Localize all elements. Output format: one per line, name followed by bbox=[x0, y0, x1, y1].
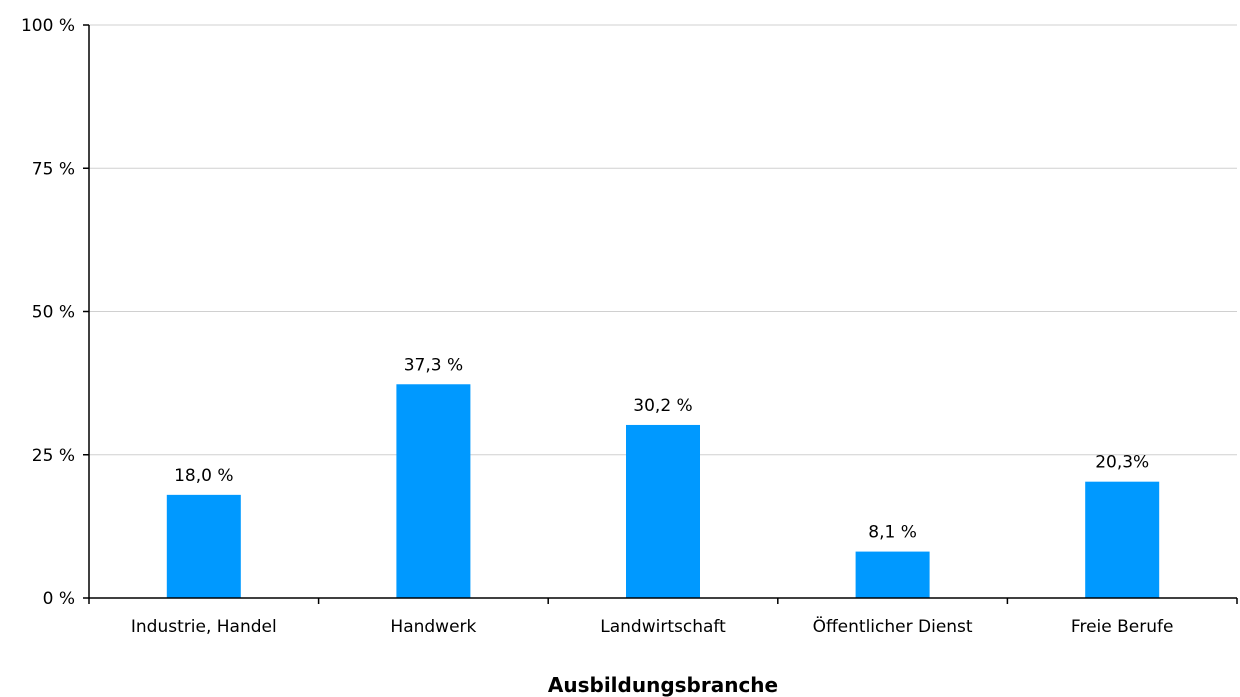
bar bbox=[166, 494, 241, 598]
x-category-label: Freie Berufe bbox=[1071, 617, 1174, 637]
bar bbox=[1085, 481, 1160, 598]
x-category-label: Landwirtschaft bbox=[600, 617, 726, 637]
bar-data-label: 20,3% bbox=[1095, 453, 1149, 473]
x-axis-ticks: Industrie, Handel Handwerk Landwirtschaft Ö… bbox=[88, 598, 1238, 637]
bars bbox=[166, 384, 1160, 598]
y-tick-label: 50 % bbox=[32, 303, 75, 323]
y-tick-label: 100 % bbox=[21, 16, 75, 36]
gridlines bbox=[89, 24, 1237, 456]
bar-data-label: 8,1 % bbox=[868, 523, 917, 543]
bar-data-label: 37,3 % bbox=[404, 355, 463, 375]
y-tick-label: 25 % bbox=[32, 446, 75, 466]
bar-data-label: 30,2 % bbox=[633, 396, 692, 416]
x-category-label: Öffentlicher Dienst bbox=[813, 615, 973, 637]
bar-data-label: 18,0 % bbox=[174, 466, 233, 486]
x-category-label: Industrie, Handel bbox=[131, 617, 277, 637]
x-category-label: Handwerk bbox=[390, 617, 476, 637]
y-tick-label: 0 % bbox=[43, 589, 75, 609]
bar bbox=[855, 551, 930, 598]
bar bbox=[396, 384, 471, 598]
y-tick-label: 75 % bbox=[32, 159, 75, 179]
x-axis-title: Ausbildungsbranche bbox=[548, 673, 778, 697]
y-axis-ticks: 0 % 25 % 50 % 75 % 100 % bbox=[21, 16, 89, 609]
data-labels: 18,0 % 37,3 % 30,2 % 8,1 % 20,3% bbox=[174, 355, 1149, 542]
bar bbox=[626, 424, 700, 598]
